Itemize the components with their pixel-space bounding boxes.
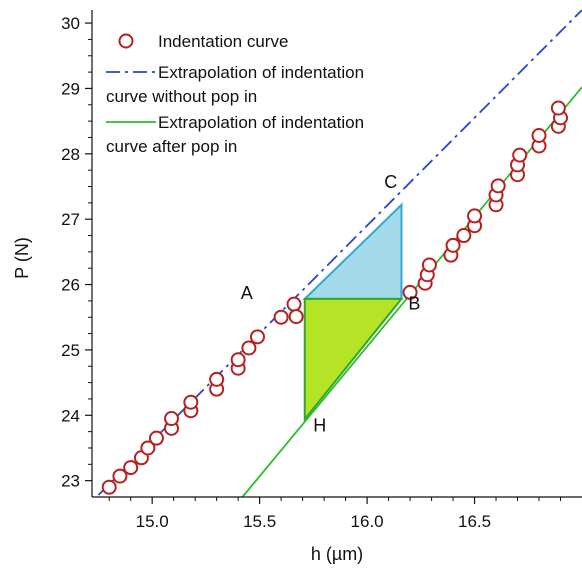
legend: Indentation curve Extrapolation of indent… xyxy=(106,32,364,156)
data-point xyxy=(490,178,506,194)
data-point xyxy=(421,257,437,273)
y-tick-label: 23 xyxy=(61,472,80,491)
y-axis-title: P (N) xyxy=(12,237,32,279)
legend-label-indentation-curve: Indentation curve xyxy=(158,32,288,51)
x-axis-title: h (µm) xyxy=(311,544,363,564)
point-label-h: H xyxy=(313,416,326,436)
x-tick-label: 15.5 xyxy=(243,512,276,531)
data-point xyxy=(286,296,302,312)
y-tick-label: 30 xyxy=(61,14,80,33)
x-tick-label: 16.0 xyxy=(351,512,384,531)
data-point xyxy=(183,394,199,410)
data-point xyxy=(288,309,304,325)
data-point xyxy=(101,479,117,495)
extrapolation-line-without-pop-in xyxy=(97,9,582,496)
data-point xyxy=(241,340,257,356)
data-point xyxy=(230,352,246,368)
x-tick-label: 16.5 xyxy=(458,512,491,531)
y-tick-label: 28 xyxy=(61,145,80,164)
y-tick-label: 26 xyxy=(61,276,80,295)
point-label-a: A xyxy=(241,283,253,303)
data-point xyxy=(531,128,547,144)
data-point xyxy=(123,460,139,476)
point-label-c: C xyxy=(384,172,397,192)
legend-label-without-pop-in-line2: curve without pop in xyxy=(106,87,257,106)
y-tick-label: 27 xyxy=(61,210,80,229)
data-point xyxy=(140,440,156,456)
axes: 15.0 15.5 16.0 16.5 23 24 25 26 27 28 29 30 xyxy=(61,10,582,531)
data-point xyxy=(164,411,180,427)
legend-label-after-pop-in: Extrapolation of indentation xyxy=(158,113,364,132)
data-point xyxy=(402,284,418,300)
data-point xyxy=(148,430,164,446)
data-point xyxy=(249,329,265,345)
data-point xyxy=(550,100,566,116)
y-tick-label: 25 xyxy=(61,341,80,360)
data-point xyxy=(456,228,472,244)
legend-label-after-pop-in-line2: curve after pop in xyxy=(106,137,237,156)
data-point xyxy=(112,468,128,484)
data-point xyxy=(467,208,483,224)
lower-triangle xyxy=(303,297,404,423)
legend-label-without-pop-in: Extrapolation of indentation xyxy=(158,63,364,82)
y-tick-label: 24 xyxy=(61,406,80,425)
plot-area: A B C H xyxy=(97,9,582,498)
legend-marker-indentation-curve xyxy=(118,33,134,49)
x-tick-label: 15.0 xyxy=(136,512,169,531)
y-tick-label: 29 xyxy=(61,79,80,98)
data-point xyxy=(273,309,289,325)
data-point xyxy=(445,237,461,253)
upper-triangle xyxy=(302,202,403,300)
point-label-b: B xyxy=(408,293,420,313)
data-point xyxy=(512,147,528,163)
data-point xyxy=(209,371,225,387)
